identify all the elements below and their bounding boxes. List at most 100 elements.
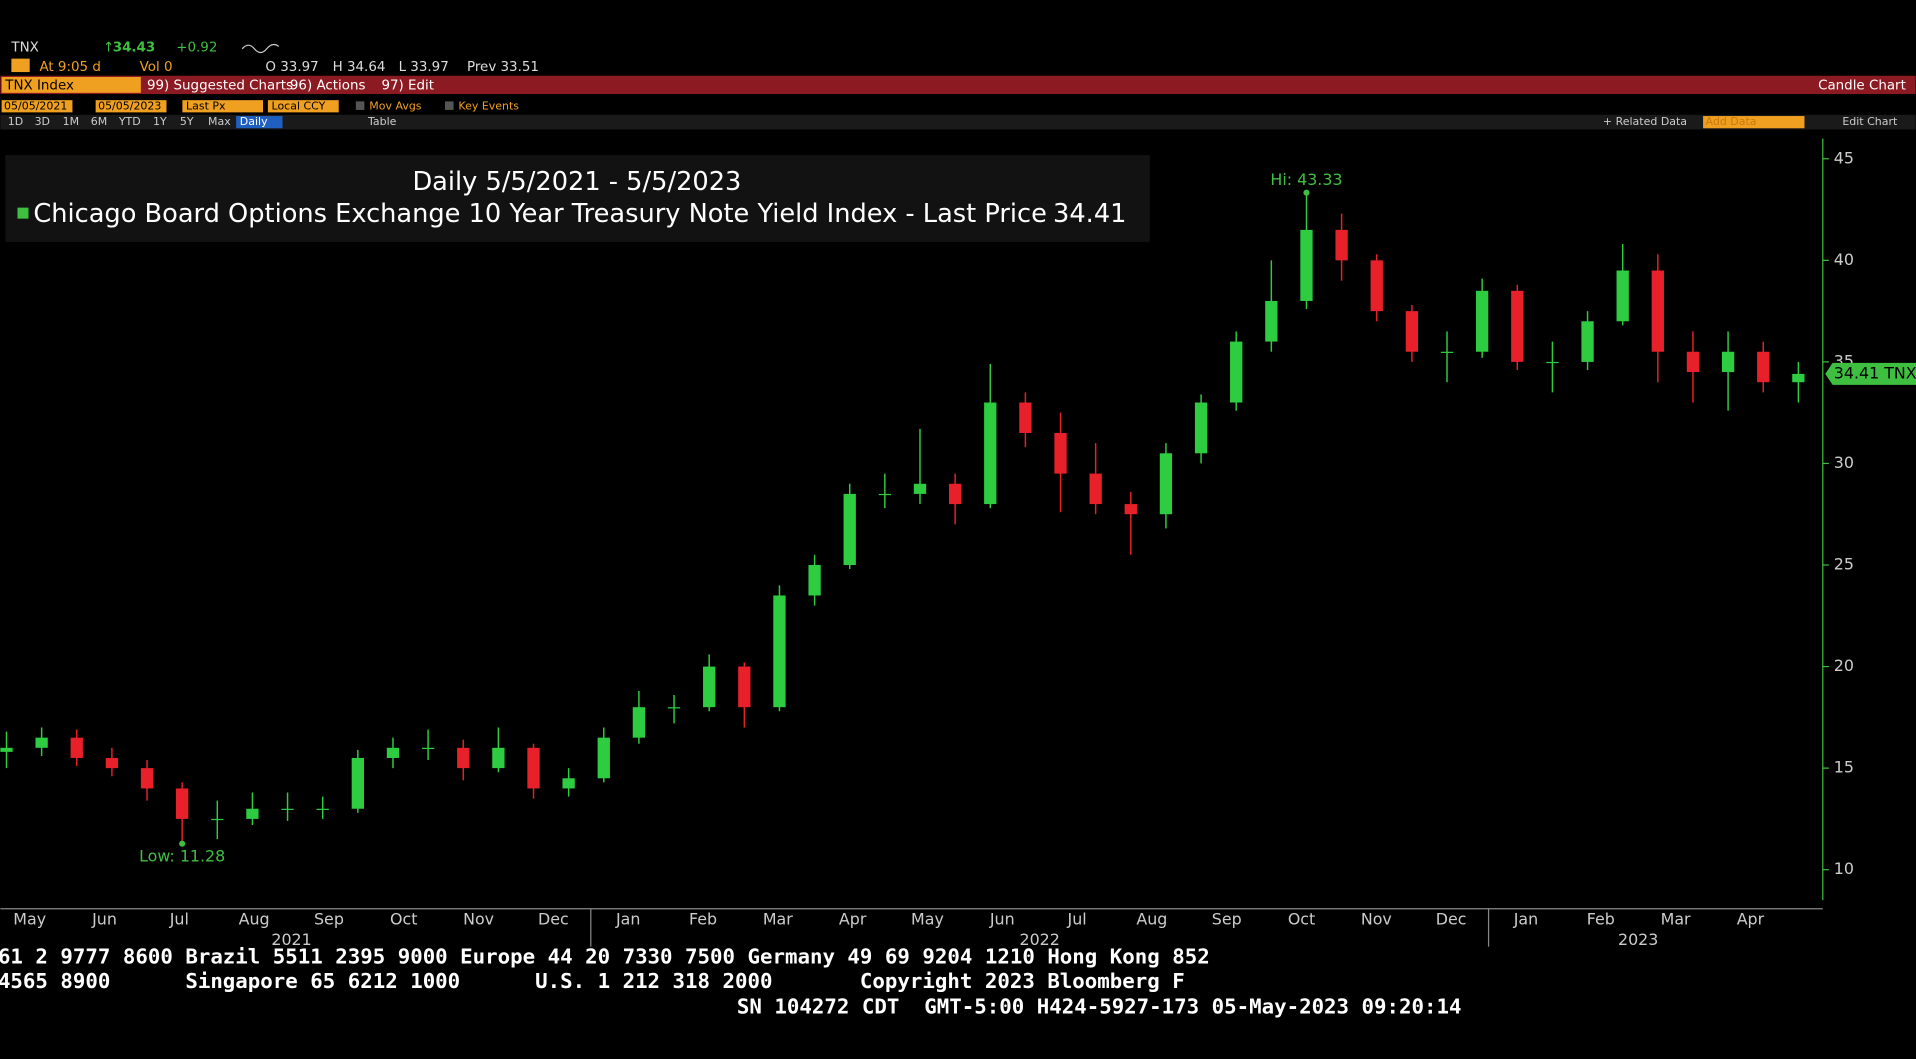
candle-body xyxy=(632,707,646,738)
legend-box xyxy=(5,155,1150,242)
ticker: TNX xyxy=(10,41,38,56)
x-tick-label: Aug xyxy=(1136,909,1167,928)
time: At 9:05 d xyxy=(39,60,100,75)
x-tick-label: Feb xyxy=(689,909,717,928)
candle-body xyxy=(1300,229,1313,301)
candle-body xyxy=(562,778,575,789)
candle-body xyxy=(808,565,821,596)
key-events[interactable]: Key Events xyxy=(458,99,519,112)
suggested-charts[interactable]: 99) Suggested Charts xyxy=(147,79,293,94)
sparkline xyxy=(241,43,280,54)
period-bar xyxy=(0,114,1916,130)
start-date[interactable]: 05/05/2021 xyxy=(4,99,67,112)
x-tick-label: Jan xyxy=(1513,909,1538,928)
candle-body xyxy=(597,737,610,779)
candle-body xyxy=(1230,341,1243,403)
end-date[interactable]: 05/05/2023 xyxy=(98,99,161,112)
y-tick-label: 45 xyxy=(1834,148,1854,167)
start-field[interactable] xyxy=(1,100,73,113)
year-label: 2023 xyxy=(1618,930,1658,949)
toolbar-items: TNX Index 99) Suggested Charts 96) Actio… xyxy=(4,79,1906,94)
candle-body xyxy=(703,666,716,708)
currency[interactable]: Local CCY xyxy=(272,99,326,112)
add-data[interactable]: Add Data xyxy=(1706,115,1757,128)
edit-chart[interactable]: Edit Chart xyxy=(1842,115,1898,128)
actions[interactable]: 96) Actions xyxy=(290,79,366,94)
footer-line: 4565 8900 Singapore 65 6212 1000 U.S. 1 … xyxy=(0,969,1185,993)
x-tick-label: Dec xyxy=(538,909,569,928)
candle-body xyxy=(878,493,892,496)
checkbox[interactable] xyxy=(355,101,365,110)
x-tick-label: Aug xyxy=(239,909,270,928)
candle-body xyxy=(1054,432,1067,474)
candle-body xyxy=(1019,402,1032,433)
candle-body xyxy=(1370,260,1383,312)
status-icon xyxy=(11,58,30,73)
high: H 34.64 xyxy=(333,60,386,75)
x-tick-label: May xyxy=(13,909,46,928)
candle-body xyxy=(211,818,224,821)
mov-avgs[interactable]: Mov Avgs xyxy=(369,99,422,112)
candle-body xyxy=(1159,453,1173,515)
period-button[interactable]: Max xyxy=(208,115,231,128)
x-tick-label: Mar xyxy=(763,909,793,928)
candle-body xyxy=(667,707,681,709)
candle-body xyxy=(1265,300,1278,342)
change: +0.92 xyxy=(176,41,217,56)
periods: 1D 3D 1M 6M YTD 1Y 5Y Max xyxy=(8,115,232,128)
legend-swatch xyxy=(17,207,29,219)
candle-body xyxy=(1511,290,1524,362)
legend-name: Chicago Board Options Exchange 10 Year T… xyxy=(33,199,1047,229)
price: 34.43 xyxy=(113,41,155,56)
security-field[interactable] xyxy=(1,76,141,93)
x-tick-label: Feb xyxy=(1587,909,1615,928)
candle-body xyxy=(35,737,48,748)
candle-body xyxy=(773,595,786,708)
end-field[interactable] xyxy=(95,100,167,113)
period-button[interactable]: 6M xyxy=(91,115,107,128)
field-field[interactable] xyxy=(182,100,263,113)
candle-body xyxy=(1194,402,1208,454)
open: O 33.97 xyxy=(265,60,318,75)
frequency[interactable]: Daily xyxy=(240,115,268,128)
edit[interactable]: 97) Edit xyxy=(381,79,434,94)
field[interactable]: Last Px xyxy=(186,99,226,112)
frequency-button[interactable] xyxy=(236,116,283,129)
legend-last-price: 34.41 xyxy=(1053,199,1126,229)
table[interactable]: Table xyxy=(367,115,397,128)
related-data[interactable]: + Related Data xyxy=(1603,115,1687,128)
x-tick-label: Jun xyxy=(91,909,117,928)
x-tick-label: Oct xyxy=(1288,909,1315,928)
candle-body xyxy=(1440,351,1454,353)
candle-body xyxy=(492,747,505,769)
period-button[interactable]: 3D xyxy=(35,115,50,128)
period-button[interactable]: 1D xyxy=(8,115,23,128)
x-tick-label: May xyxy=(911,909,944,928)
y-tick-label: 25 xyxy=(1834,555,1854,574)
period-button[interactable]: 1Y xyxy=(153,115,167,128)
low: L 33.97 xyxy=(399,60,449,75)
ccy-field[interactable] xyxy=(267,100,339,113)
candle-body xyxy=(1124,504,1137,515)
chart-title: Daily 5/5/2021 - 5/5/2023 xyxy=(412,167,741,197)
chart-kind: Candle Chart xyxy=(1818,79,1906,94)
period-button[interactable]: YTD xyxy=(118,115,141,128)
candle-body xyxy=(246,808,259,819)
footer-line: SN 104272 CDT GMT-5:00 H424-5927-173 05-… xyxy=(737,995,1462,1019)
candle-body xyxy=(386,747,400,758)
candle-body xyxy=(1721,351,1735,373)
security[interactable]: TNX Index xyxy=(4,79,74,94)
y-tick-label: 30 xyxy=(1834,453,1854,472)
extreme-label: Hi: 43.33 xyxy=(1270,170,1342,189)
period-button[interactable]: 5Y xyxy=(180,115,194,128)
add-data-field[interactable] xyxy=(1703,116,1805,129)
x-tick-label: Sep xyxy=(1212,909,1242,928)
x-tick-label: Jan xyxy=(615,909,640,928)
period-button[interactable]: 1M xyxy=(63,115,79,128)
checkbox[interactable] xyxy=(444,101,454,110)
footer-line: 61 2 9777 8600 Brazil 5511 2395 9000 Eur… xyxy=(0,945,1210,969)
x-tick-label: Jul xyxy=(1067,909,1087,928)
x-tick-label: Jul xyxy=(169,909,189,928)
last-price-label: 34.41 TNX xyxy=(1834,363,1916,382)
